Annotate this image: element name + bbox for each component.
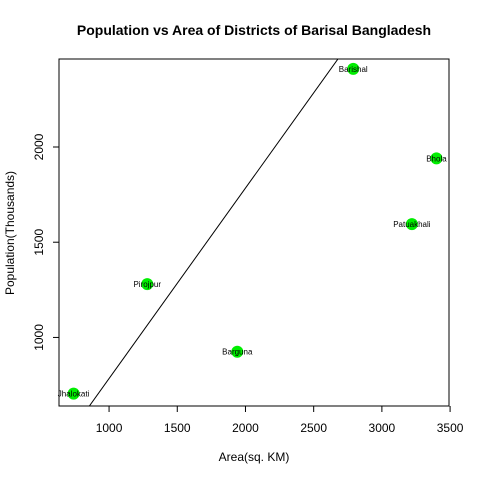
data-point <box>67 387 80 400</box>
x-tick-label: 1000 <box>96 421 123 435</box>
fit-line-layer <box>88 59 339 406</box>
data-point <box>347 62 360 75</box>
x-axis: 1000 1500 2000 2500 3000 3500 <box>96 406 464 435</box>
point-label: Pirojpur <box>133 280 161 289</box>
y-tick-label: 2000 <box>32 133 46 160</box>
points-layer: Barishal Bhola Patuakhali Pirojpur Barguna Jh… <box>58 62 447 400</box>
x-axis-label: Area(sq. KM) <box>219 450 290 464</box>
chart-title: Population vs Area of Districts of Baris… <box>77 22 431 38</box>
data-point <box>231 345 244 358</box>
point-label: Barguna <box>222 348 253 357</box>
point-label: Barishal <box>339 65 368 74</box>
data-point <box>430 152 443 165</box>
x-tick-label: 3500 <box>437 421 464 435</box>
y-axis: 1000 1500 2000 <box>32 133 59 351</box>
point-label: Jhalokati <box>58 390 90 399</box>
x-tick-label: 2500 <box>300 421 327 435</box>
fit-line <box>88 59 339 406</box>
y-axis-label: Population(Thousands) <box>3 171 17 295</box>
data-point <box>141 278 154 291</box>
x-tick-label: 1500 <box>164 421 191 435</box>
y-tick-label: 1000 <box>32 324 46 351</box>
point-label: Patuakhali <box>393 220 431 229</box>
x-tick-label: 2000 <box>232 421 259 435</box>
plot-frame <box>58 58 450 407</box>
data-point <box>405 218 418 231</box>
x-tick-label: 3000 <box>369 421 396 435</box>
y-tick-label: 1500 <box>32 229 46 256</box>
point-label: Bhola <box>426 154 447 163</box>
